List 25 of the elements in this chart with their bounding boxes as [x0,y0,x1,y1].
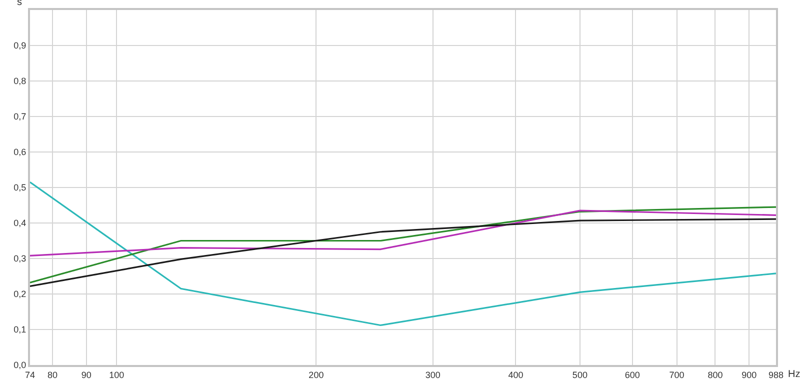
x-tick-label: 800 [708,370,723,380]
y-tick-label: 0,4 [14,218,26,228]
x-tick-label: 500 [572,370,588,380]
x-tick-label: 80 [47,370,58,380]
y-tick-label: 0,6 [14,147,26,158]
x-tick-label: 300 [425,370,440,380]
y-tick-label: 0,5 [14,182,26,193]
x-tick-label: 700 [669,370,684,380]
y-tick-label: 0,7 [14,112,26,122]
x-tick-label: 600 [624,370,640,380]
x-tick-label: 100 [109,370,124,380]
x-tick-label: 74 [24,370,36,380]
y-tick-label: 0,0 [14,360,26,370]
y-tick-label: 0,8 [14,76,26,86]
x-tick-label: 90 [81,370,92,380]
x-axis-title: Hz [788,369,800,380]
x-tick-label: 988 [768,370,784,380]
y-tick-label: 0,1 [14,324,26,335]
y-tick-label: 0,3 [14,254,26,264]
x-tick-label: 400 [508,370,524,380]
y-axis-title: s [17,0,22,8]
x-tick-label: 900 [742,370,757,380]
y-tick-label: 0,2 [14,289,26,300]
x-tick-label: 200 [308,370,324,380]
y-tick-label: 0,9 [14,40,26,51]
